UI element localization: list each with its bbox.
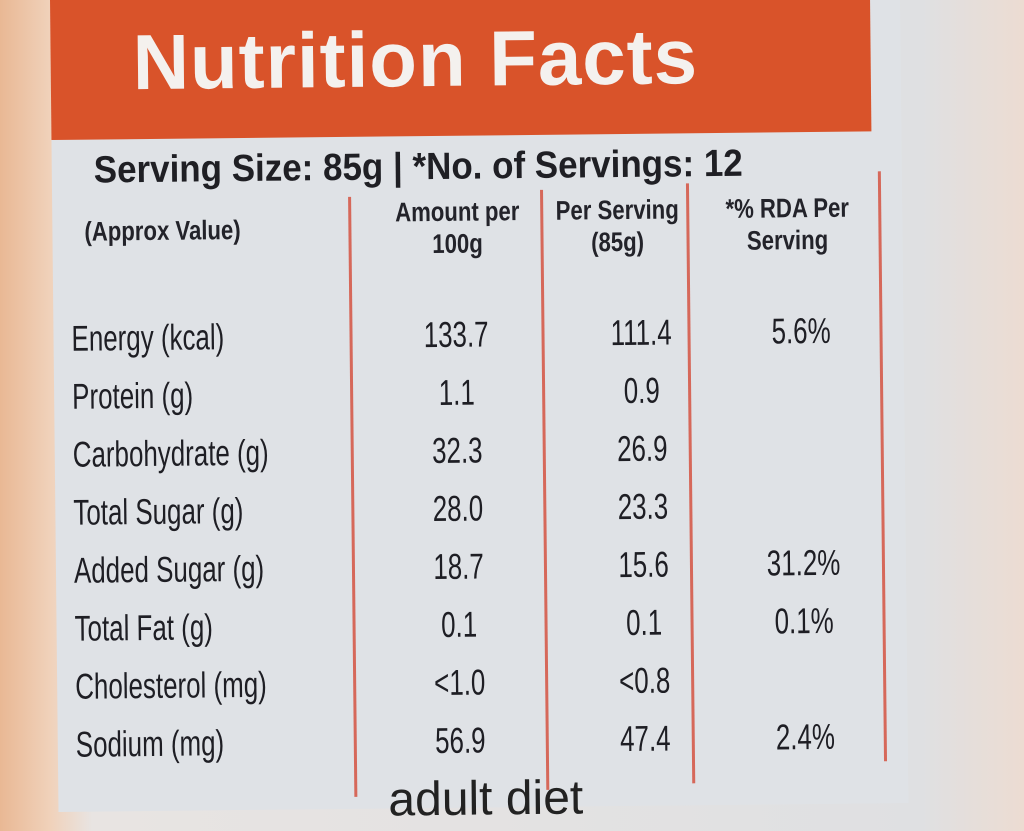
value-per-100g: 28.0 — [432, 487, 484, 530]
title-banner: Nutrition Facts — [50, 0, 872, 140]
value-per-serving: 47.4 — [619, 717, 671, 760]
nutrient-name: Carbohydrate (g) — [72, 431, 269, 475]
value-per-serving: 111.4 — [610, 311, 672, 354]
value-per-serving: 26.9 — [616, 427, 668, 470]
value-per-100g: 32.3 — [431, 429, 483, 472]
label-title: Nutrition Facts — [132, 12, 699, 107]
nutrient-name: Sodium (mg) — [75, 722, 225, 765]
table-row: Carbohydrate (g) 32.3 26.9 — [55, 425, 906, 492]
value-rda — [747, 658, 862, 659]
serving-info: Serving Size: 85g | *No. of Servings: 12 — [93, 142, 743, 192]
nutrient-name: Cholesterol (mg) — [74, 663, 267, 707]
value-per-serving: 0.9 — [623, 369, 660, 412]
table-row: Energy (kcal) 133.7 111.4 5.6% — [53, 309, 904, 376]
column-header-nutrient: (Approx Value) — [84, 215, 241, 247]
value-per-100g: 18.7 — [433, 545, 484, 588]
nutrient-name: Total Fat (g) — [74, 606, 214, 649]
value-rda: 5.6% — [771, 309, 831, 352]
value-per-100g: 0.1 — [440, 603, 478, 645]
footer-text-partial: adult diet — [388, 771, 584, 827]
value-rda: 31.2% — [766, 541, 841, 584]
value-rda — [745, 426, 860, 427]
value-per-serving: 0.1 — [625, 601, 663, 643]
value-rda — [744, 368, 859, 369]
nutrition-label: Nutrition Facts Serving Size: 85g | *No.… — [50, 0, 909, 826]
value-rda — [745, 484, 860, 485]
table-row: Total Fat (g) 0.1 0.1 0.1% — [56, 599, 907, 666]
value-rda: 0.1% — [774, 599, 834, 642]
column-header-rda: *% RDA Per Serving — [725, 192, 850, 256]
value-rda: 2.4% — [775, 715, 836, 758]
value-per-100g: 1.1 — [438, 371, 475, 413]
value-per-serving: <0.8 — [618, 659, 671, 702]
nutrient-name: Added Sugar (g) — [73, 547, 265, 591]
column-header-per-100g: Amount per 100g — [394, 196, 520, 260]
nutrient-name: Energy (kcal) — [71, 316, 225, 359]
value-per-100g: 133.7 — [423, 313, 489, 356]
column-header-per-serving: Per Serving (85g) — [555, 194, 679, 258]
nutrient-name: Protein (g) — [71, 374, 194, 417]
table-row: Added Sugar (g) 18.7 15.6 31.2% — [56, 541, 907, 608]
table-row: Protein (g) 1.1 0.9 — [54, 367, 905, 434]
value-per-100g: 56.9 — [434, 719, 486, 762]
nutrient-name: Total Sugar (g) — [73, 490, 244, 533]
value-per-100g: <1.0 — [433, 661, 486, 704]
table-row: Total Sugar (g) 28.0 23.3 — [55, 483, 906, 550]
table-row: Cholesterol (mg) <1.0 <0.8 — [57, 657, 908, 724]
value-per-serving: 15.6 — [618, 543, 669, 586]
value-per-serving: 23.3 — [617, 485, 669, 528]
